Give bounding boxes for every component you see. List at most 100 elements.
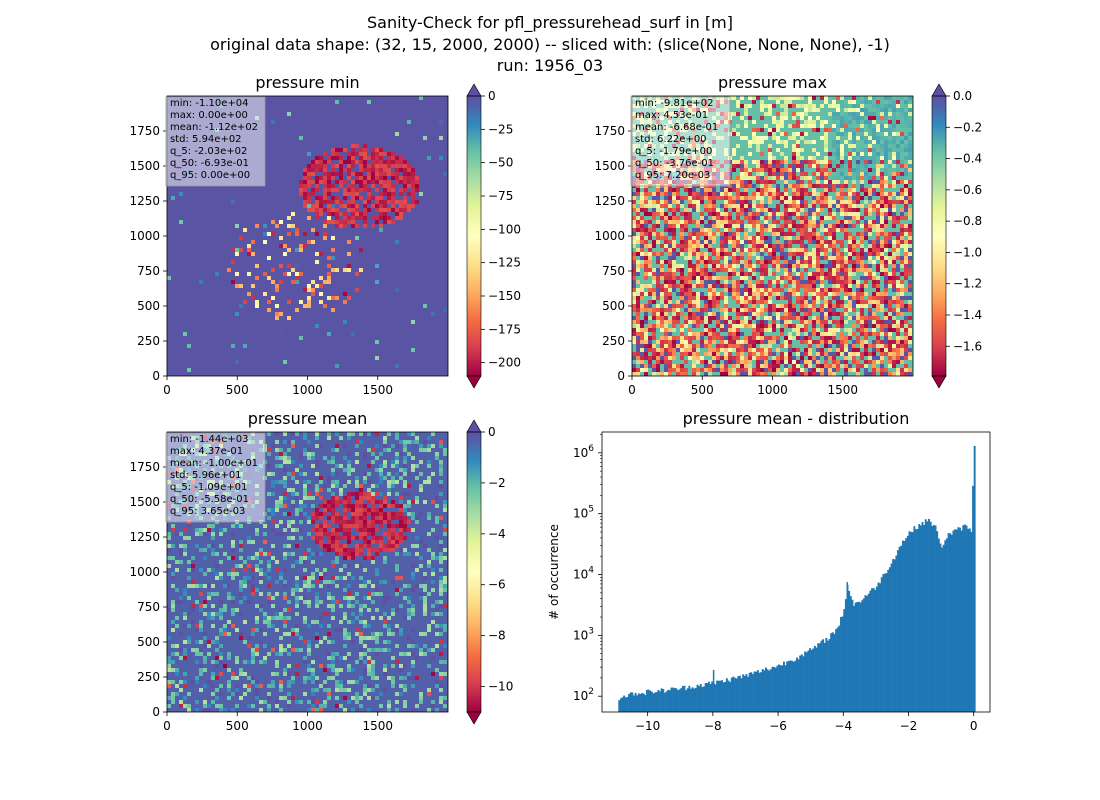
y-tick-label: 0 (617, 369, 625, 383)
colorbar-tick-label: −8 (488, 629, 506, 643)
histogram-bar (848, 590, 851, 712)
histogram-bar (668, 690, 671, 712)
colorbar-tick-label: −1.2 (953, 277, 982, 291)
histogram-bar (789, 660, 792, 712)
histogram-bar (813, 645, 816, 712)
histogram-bar (709, 683, 712, 712)
histogram-bar (924, 519, 927, 712)
histogram-bar (809, 648, 811, 712)
colorbar-tick-label: −75 (488, 189, 513, 203)
y-tick-label: 1250 (129, 194, 160, 208)
x-tick-label: 1000 (292, 719, 323, 733)
colorbar-tick-label: −25 (488, 122, 513, 136)
histogram-bar (778, 664, 780, 712)
histogram-bar (802, 656, 805, 712)
y-tick-label: 250 (137, 670, 160, 684)
histogram-bar (748, 672, 751, 712)
colorbar-1: 0 −25 −50 −75 −100 −125 −150 −175 −200 (466, 83, 521, 389)
histogram-bar (947, 533, 950, 712)
y-tick-label: 103 (573, 626, 594, 642)
figure-title-line-1: Sanity-Check for pfl_pressurehead_surf i… (367, 13, 733, 32)
histogram-bar (650, 691, 653, 712)
histogram-bar (686, 688, 689, 712)
y-tick-label: 1750 (129, 124, 160, 138)
colorbar-tick-label: −0.4 (953, 152, 982, 166)
histogram-bar (854, 602, 857, 712)
histogram-bar (967, 528, 970, 712)
colorbar-tick-label: 0 (488, 89, 496, 103)
stats-line: q_5: -1.09e+01 (170, 482, 247, 493)
histogram-bar (831, 632, 834, 712)
stats-line: max: 0.00e+00 (170, 110, 248, 121)
stats-line: q_50: -6.93e-01 (170, 158, 249, 169)
histogram-bar (959, 527, 961, 712)
histogram-bar (880, 577, 883, 712)
histogram-bar (926, 521, 929, 712)
histogram-bar (963, 524, 966, 712)
histogram-bar (949, 533, 952, 712)
histogram-bar (885, 573, 888, 712)
histogram-bar (722, 682, 725, 712)
histogram-bar (955, 529, 958, 712)
colorbar-tick-label: −125 (488, 256, 521, 270)
histogram-bar (711, 681, 714, 712)
stats-box (165, 432, 266, 523)
histogram-bar (812, 648, 815, 712)
y-tick-label: 104 (573, 566, 594, 582)
histogram-bar (804, 651, 807, 712)
histogram-bar (856, 602, 859, 712)
histogram-bars (618, 445, 976, 712)
histogram-bar (826, 640, 829, 712)
y-tick-label: 102 (573, 687, 594, 703)
y-tick-label: 0 (152, 705, 160, 719)
histogram-bar (830, 633, 833, 712)
colorbar-extend-bottom (466, 711, 482, 725)
histogram-bar (660, 688, 663, 712)
histogram-bar (875, 586, 878, 712)
stats-line: q_50: -3.76e-01 (635, 158, 714, 169)
histogram-bar (781, 665, 784, 712)
histogram-bar (637, 693, 640, 712)
histogram-bar (766, 669, 769, 712)
histogram-bar (888, 567, 891, 712)
histogram-bar (740, 678, 743, 712)
histogram-bar (840, 616, 842, 712)
x-tick-label: 1000 (292, 383, 323, 397)
histogram-bar (760, 672, 763, 712)
colorbar-tick-label: 0 (488, 425, 496, 439)
histogram-bar (950, 534, 953, 712)
histogram-bar (970, 531, 973, 712)
histogram-bar (717, 680, 720, 712)
colorbar-tick-label: −6 (488, 578, 506, 592)
histogram-bar (751, 674, 754, 712)
histogram-bar (853, 605, 855, 712)
colorbar-tick-label: −0.8 (953, 214, 982, 228)
histogram-bar (929, 521, 932, 712)
histogram-bar (923, 524, 926, 712)
colorbar-tick-label: −0.6 (953, 183, 982, 197)
histogram-bar (738, 675, 741, 712)
histogram-bar (743, 675, 746, 712)
histogram-bar (791, 660, 794, 712)
histogram-spike (846, 582, 849, 712)
histogram-bar (659, 691, 661, 712)
histogram-bar (690, 688, 692, 712)
colorbar-2: 0.0 −0.2 −0.4 −0.6 −0.8 −1.0 −1.2 −1.4 −1.6 (931, 83, 982, 389)
histogram-bar (820, 640, 823, 712)
y-tick-label: 1500 (129, 495, 160, 509)
y-tick-label: 1500 (129, 159, 160, 173)
colorbar-gradient (467, 96, 481, 376)
histogram-bar (629, 692, 632, 712)
x-tick-label: 500 (226, 719, 249, 733)
histogram-bar (887, 569, 890, 712)
x-tick-label: −6 (769, 719, 787, 733)
histogram-bar (698, 686, 701, 712)
y-tick-label: 750 (137, 264, 160, 278)
colorbar-tick-label: −10 (488, 680, 513, 694)
histogram-bar (901, 540, 904, 712)
histogram-bar (859, 602, 862, 712)
histogram-bar (968, 528, 971, 712)
histogram-bar (753, 671, 756, 712)
histogram-bar (897, 550, 900, 712)
